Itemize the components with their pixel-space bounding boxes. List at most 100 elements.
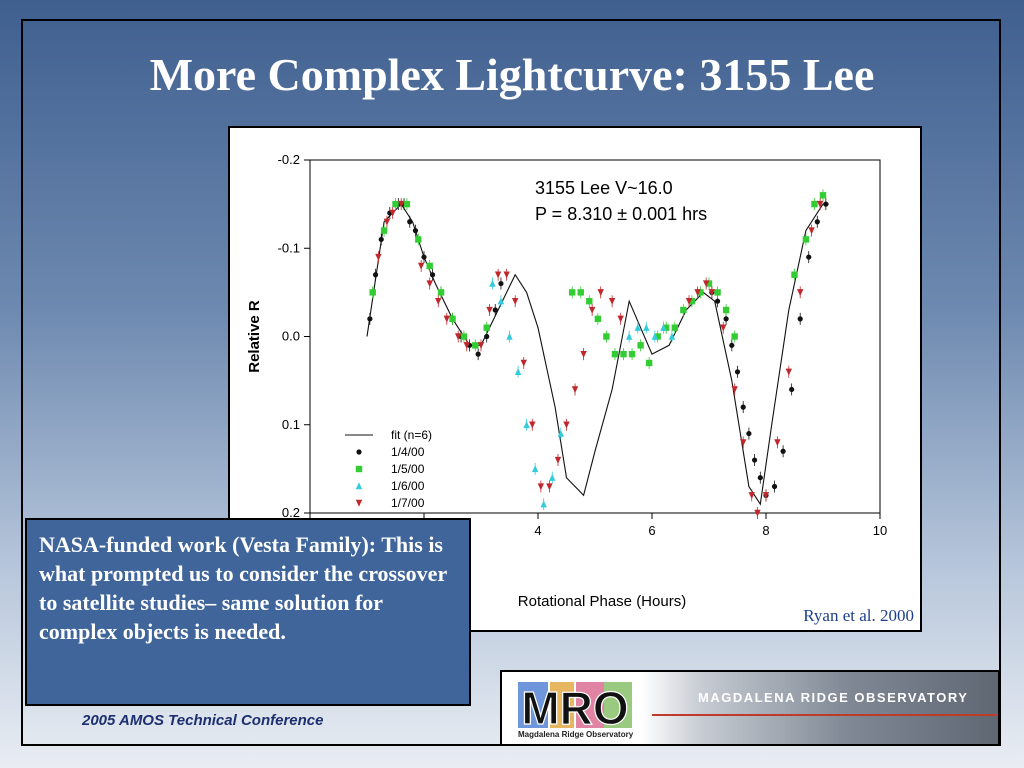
data-point-series-2 [645, 359, 653, 367]
data-point-series-3 [549, 474, 556, 481]
data-point-series-1 [378, 236, 384, 243]
data-point-series-3 [557, 429, 564, 437]
x-axis-label: Rotational Phase (Hours) [518, 593, 686, 610]
data-point-series-2 [594, 315, 602, 323]
data-point-series-2 [663, 324, 670, 331]
data-point-series-4 [774, 439, 781, 447]
data-point-series-1 [407, 219, 413, 225]
data-point-series-3 [506, 332, 513, 340]
data-point-series-1 [492, 307, 498, 313]
data-point-series-2 [426, 262, 433, 270]
data-point-series-1 [714, 298, 721, 304]
data-point-series-1 [429, 272, 436, 278]
data-point-series-4 [571, 386, 579, 394]
data-point-series-1 [771, 483, 778, 490]
data-point-series-4 [443, 315, 450, 323]
note-box: NASA-funded work (Vesta Family): This is… [25, 518, 471, 706]
data-point-series-1 [746, 430, 752, 437]
data-point-series-4 [563, 421, 570, 429]
data-point-series-1 [734, 369, 741, 375]
legend-label-fit: fit (n=6) [391, 428, 432, 442]
data-point-series-4 [537, 483, 545, 491]
data-point-series-4 [494, 271, 502, 279]
data-point-series-3 [643, 323, 650, 331]
data-point-series-4 [554, 456, 562, 464]
data-point-series-4 [455, 333, 462, 341]
data-point-series-2 [680, 306, 687, 314]
data-point-series-4 [529, 421, 536, 429]
data-point-series-4 [762, 492, 770, 500]
data-point-series-4 [617, 315, 624, 323]
footer-text: 2005 AMOS Technical Conference [82, 712, 324, 729]
data-point-series-1 [752, 457, 758, 463]
data-point-series-3 [634, 323, 641, 331]
mro-logo: MRO [518, 681, 632, 734]
data-point-series-2 [611, 350, 619, 358]
y-tick-label: -0.2 [278, 152, 300, 167]
data-point-series-1 [814, 219, 820, 225]
data-point-series-1 [412, 228, 419, 234]
data-point-series-2 [802, 236, 810, 243]
data-point-series-2 [628, 350, 636, 358]
y-tick-label: 0.2 [282, 505, 300, 520]
data-point-series-1 [723, 316, 729, 322]
data-point-series-1 [823, 201, 829, 207]
fit-curve [366, 203, 829, 506]
data-point-series-3 [514, 368, 522, 375]
annotation-period: P = 8.310 ± 0.001 hrs [535, 204, 707, 224]
data-point-series-4 [694, 289, 701, 297]
data-point-series-4 [398, 200, 405, 208]
data-point-series-2 [811, 200, 818, 208]
data-point-series-4 [435, 298, 442, 305]
data-point-series-2 [722, 306, 730, 314]
data-point-series-4 [685, 298, 693, 305]
annotation-object: 3155 Lee V~16.0 [535, 178, 673, 198]
legend-label-2: 1/5/00 [391, 462, 425, 476]
data-point-series-4 [720, 324, 727, 332]
legend-marker-4 [355, 499, 363, 507]
data-point-series-4 [520, 359, 527, 367]
data-point-series-3 [531, 465, 539, 473]
x-tick-label: 4 [534, 523, 541, 538]
banner-divider [652, 714, 997, 716]
x-tick-label: 6 [648, 523, 655, 538]
data-point-series-2 [671, 324, 678, 331]
data-point-series-2 [637, 342, 644, 349]
data-point-series-1 [729, 342, 735, 348]
data-point-series-2 [472, 342, 479, 349]
data-point-series-4 [503, 271, 510, 279]
data-point-series-4 [463, 342, 470, 350]
data-point-series-1 [367, 316, 373, 322]
legend-label-1: 1/4/00 [391, 445, 425, 459]
data-point-series-2 [577, 289, 584, 296]
data-point-series-2 [714, 289, 721, 296]
data-point-series-4 [797, 289, 804, 297]
data-point-series-4 [748, 492, 755, 500]
data-point-series-3 [626, 332, 633, 340]
slide-title: More Complex Lightcurve: 3155 Lee [149, 49, 875, 100]
data-point-series-4 [731, 386, 738, 394]
mro-logo-text: MRO [521, 682, 628, 734]
data-point-series-2 [483, 324, 490, 331]
data-point-series-2 [791, 271, 798, 278]
x-tick-label: 8 [762, 523, 769, 538]
data-point-series-4 [740, 439, 747, 447]
data-point-series-2 [392, 200, 399, 208]
data-point-series-2 [586, 298, 593, 305]
data-point-series-4 [708, 289, 716, 297]
data-point-series-2 [403, 200, 411, 208]
data-point-series-4 [383, 218, 391, 226]
legend-label-3: 1/6/00 [391, 479, 425, 493]
citation: Ryan et al. 2000 [803, 606, 914, 625]
banner-text: MAGDALENA RIDGE OBSERVATORY [698, 690, 969, 705]
data-point-series-1 [806, 254, 812, 260]
legend-marker-3 [355, 482, 363, 490]
data-point-series-4 [477, 342, 485, 350]
data-point-series-1 [740, 404, 746, 410]
data-point-series-2 [437, 289, 445, 296]
data-point-series-4 [486, 306, 493, 314]
data-point-series-2 [731, 333, 738, 340]
data-point-series-2 [819, 192, 827, 199]
legend-marker-2 [355, 465, 363, 473]
data-point-series-1 [780, 448, 786, 454]
